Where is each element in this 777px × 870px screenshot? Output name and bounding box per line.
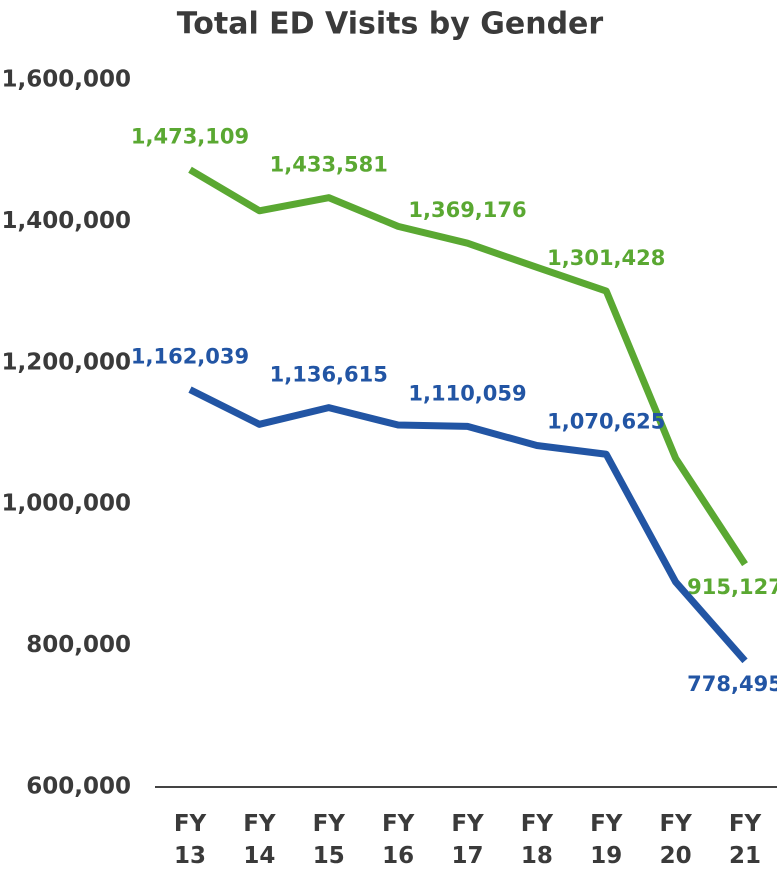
- x-tick-label: FY 17: [451, 811, 484, 869]
- chart-title: Total ED Visits by Gender: [177, 7, 604, 42]
- x-tick-label: FY 19: [590, 811, 623, 869]
- data-label: 1,369,176: [408, 198, 526, 222]
- data-label: 1,070,625: [547, 409, 665, 433]
- x-tick-label: FY 15: [312, 811, 345, 869]
- x-tick-label: FY 16: [381, 811, 415, 869]
- y-tick-label: 800,000: [26, 632, 131, 658]
- y-tick-label: 600,000: [26, 774, 131, 800]
- x-tick-label: FY 20: [659, 811, 692, 869]
- data-label: 1,433,581: [270, 153, 388, 177]
- series-line: [188, 386, 748, 664]
- y-tick-label: 1,600,000: [2, 67, 132, 93]
- data-label: 915,127: [687, 575, 777, 599]
- data-label: 1,162,039: [131, 345, 249, 369]
- x-tick-label: FY 14: [243, 811, 276, 869]
- y-tick-label: 1,200,000: [2, 349, 132, 375]
- y-tick-label: 1,400,000: [2, 208, 132, 234]
- x-tick-label: FY 18: [520, 811, 554, 869]
- data-label: 1,301,428: [547, 246, 665, 270]
- data-label: 1,110,059: [408, 381, 526, 405]
- x-tick-label: FY 13: [173, 811, 207, 869]
- x-tick-label: FY 21: [728, 811, 762, 869]
- data-label: 1,473,109: [131, 125, 249, 149]
- data-label: 1,136,615: [270, 363, 388, 387]
- data-label: 778,495: [687, 672, 777, 696]
- y-tick-label: 1,000,000: [2, 491, 132, 517]
- series-line: [188, 166, 748, 567]
